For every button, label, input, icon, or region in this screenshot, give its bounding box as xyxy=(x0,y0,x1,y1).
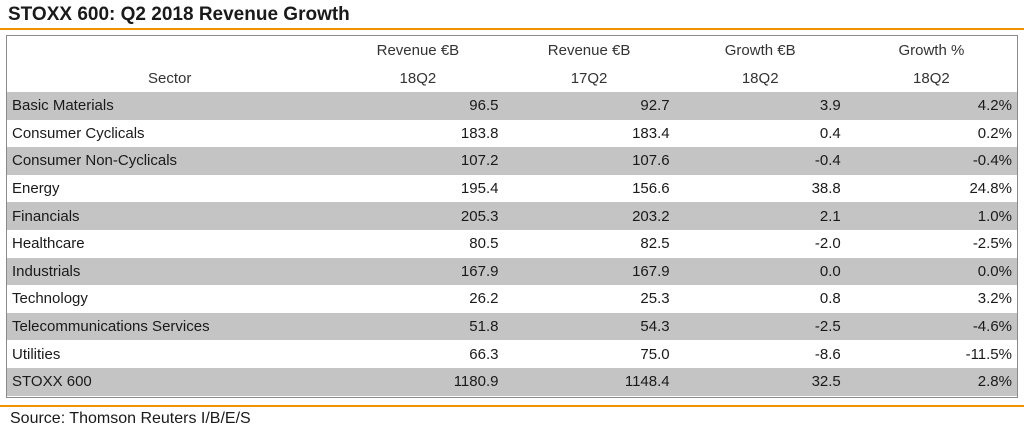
value-cell: 167.9 xyxy=(503,257,675,286)
value-cell: 1.0% xyxy=(845,202,1017,230)
source-note: Source: Thomson Reuters I/B/E/S xyxy=(10,410,251,427)
value-cell: -11.5% xyxy=(965,345,1012,363)
header-cell xyxy=(7,36,332,64)
value-cell: 0.0 xyxy=(674,257,846,286)
value-cell: 3.2% xyxy=(977,290,1012,308)
value-cell: 0.2% xyxy=(977,124,1012,142)
table-frame xyxy=(6,35,1018,398)
table-row: Industrials 167.9 167.9 0.0 0.0% xyxy=(7,257,1017,286)
value-cell: -4.6% xyxy=(845,312,1017,341)
value-cell: 203.2 xyxy=(503,202,675,230)
sector-cell: Industrials xyxy=(7,257,333,286)
value-cell: 107.6 xyxy=(503,147,675,175)
header-cell: Revenue €B xyxy=(376,41,460,59)
sector-cell: Energy xyxy=(12,180,60,198)
value-cell: 183.4 xyxy=(632,124,670,142)
value-cell: -8.6 xyxy=(814,345,841,363)
value-cell: -0.4% xyxy=(845,147,1017,175)
table-row: Utilities 66.3 75.0 -8.6 -11.5% xyxy=(7,340,1017,368)
value-cell: 80.5 xyxy=(469,235,499,253)
value-cell: 156.6 xyxy=(632,180,670,198)
header-cell: Revenue €B xyxy=(547,41,631,59)
value-cell: 0.0% xyxy=(845,257,1017,286)
value-cell: 1148.4 xyxy=(503,367,675,396)
header-cell: 17Q2 xyxy=(570,69,608,87)
value-cell: 0.4 xyxy=(819,124,841,142)
footer-divider xyxy=(0,405,1024,407)
value-cell: 24.8% xyxy=(969,180,1012,198)
table-row: Telecommunications Services 51.8 54.3 -2.5-… xyxy=(7,312,1017,341)
value-cell: -2.0 xyxy=(814,235,841,253)
value-cell: 2.1 xyxy=(674,202,846,230)
header-cell: 18Q2 xyxy=(399,69,437,87)
value-cell: 32.5 xyxy=(674,367,846,396)
value-cell: 167.9 xyxy=(332,257,504,286)
value-cell: 183.8 xyxy=(460,124,499,142)
table-row: Basic Materials 96.5 92.7 3.9 4.2% xyxy=(7,92,1017,120)
value-cell: 54.3 xyxy=(503,312,675,341)
value-cell: 38.8 xyxy=(811,180,841,198)
header-cell: 18Q2 xyxy=(741,69,779,87)
value-cell: 96.5 xyxy=(332,92,504,120)
sector-cell: Financials xyxy=(7,202,333,230)
header-cell: Growth % xyxy=(898,41,965,59)
table-row: Consumer Cyclicals 183.8 183.4 0.4 0.2% xyxy=(7,120,1017,148)
table-body: Basic Materials 96.5 92.7 3.9 4.2% Consumer C… xyxy=(7,92,1017,396)
revenue-table: Revenue €B Revenue €B Growth €B Growth %… xyxy=(7,36,1017,396)
value-cell: 205.3 xyxy=(332,202,504,230)
table-row: Financials 205.3 203.2 2.1 1.0% xyxy=(7,202,1017,230)
value-cell: 82.5 xyxy=(640,235,670,253)
value-cell: -0.4 xyxy=(674,147,846,175)
title-divider xyxy=(0,28,1024,30)
value-cell: 26.2 xyxy=(469,290,499,308)
header-row-bottom: Sector 18Q2 17Q2 18Q2 18Q2 xyxy=(7,64,1017,92)
value-cell: 75.0 xyxy=(640,345,670,363)
sector-cell: Healthcare xyxy=(12,235,85,253)
value-cell: 66.3 xyxy=(469,345,499,363)
page-title: STOXX 600: Q2 2018 Revenue Growth xyxy=(8,4,350,25)
value-cell: 25.3 xyxy=(640,290,670,308)
value-cell: 2.8% xyxy=(845,367,1017,396)
value-cell: 195.4 xyxy=(460,180,499,198)
value-cell: 51.8 xyxy=(332,312,504,341)
header-cell: 18Q2 xyxy=(913,69,950,87)
value-cell: -2.5 xyxy=(674,312,846,341)
value-cell: -2.5% xyxy=(972,235,1012,253)
value-cell: 0.8 xyxy=(819,290,841,308)
total-row: STOXX 600 1180.9 1148.4 32.5 2.8% xyxy=(7,367,1017,396)
sector-cell: Utilities xyxy=(12,345,61,363)
sector-cell: STOXX 600 xyxy=(7,367,333,396)
table-row: Consumer Non-Cyclicals 107.2 107.6 -0.4 -0.4… xyxy=(7,147,1017,175)
header-cell: Sector xyxy=(147,69,192,87)
table-row: Energy 195.4 156.6 38.8 24.8% xyxy=(7,175,1017,203)
sector-cell: Consumer Cyclicals xyxy=(12,124,145,142)
value-cell: 1180.9 xyxy=(332,367,504,396)
value-cell: 107.2 xyxy=(332,147,504,175)
header-row-top: Revenue €B Revenue €B Growth €B Growth % xyxy=(7,36,1017,64)
sector-cell: Technology xyxy=(12,290,88,308)
table-row: Healthcare 80.5 82.5 -2.0 -2.5% xyxy=(7,230,1017,258)
sector-cell: Telecommunications Services xyxy=(7,312,333,341)
table-row: Technology 26.2 25.3 0.8 3.2% xyxy=(7,285,1017,313)
value-cell: 4.2% xyxy=(845,92,1017,120)
value-cell: 92.7 xyxy=(503,92,675,120)
sector-cell: Consumer Non-Cyclicals xyxy=(7,147,333,175)
value-cell: 3.9 xyxy=(674,92,846,120)
sector-cell: Basic Materials xyxy=(7,92,333,120)
header-cell: Growth €B xyxy=(724,41,796,59)
